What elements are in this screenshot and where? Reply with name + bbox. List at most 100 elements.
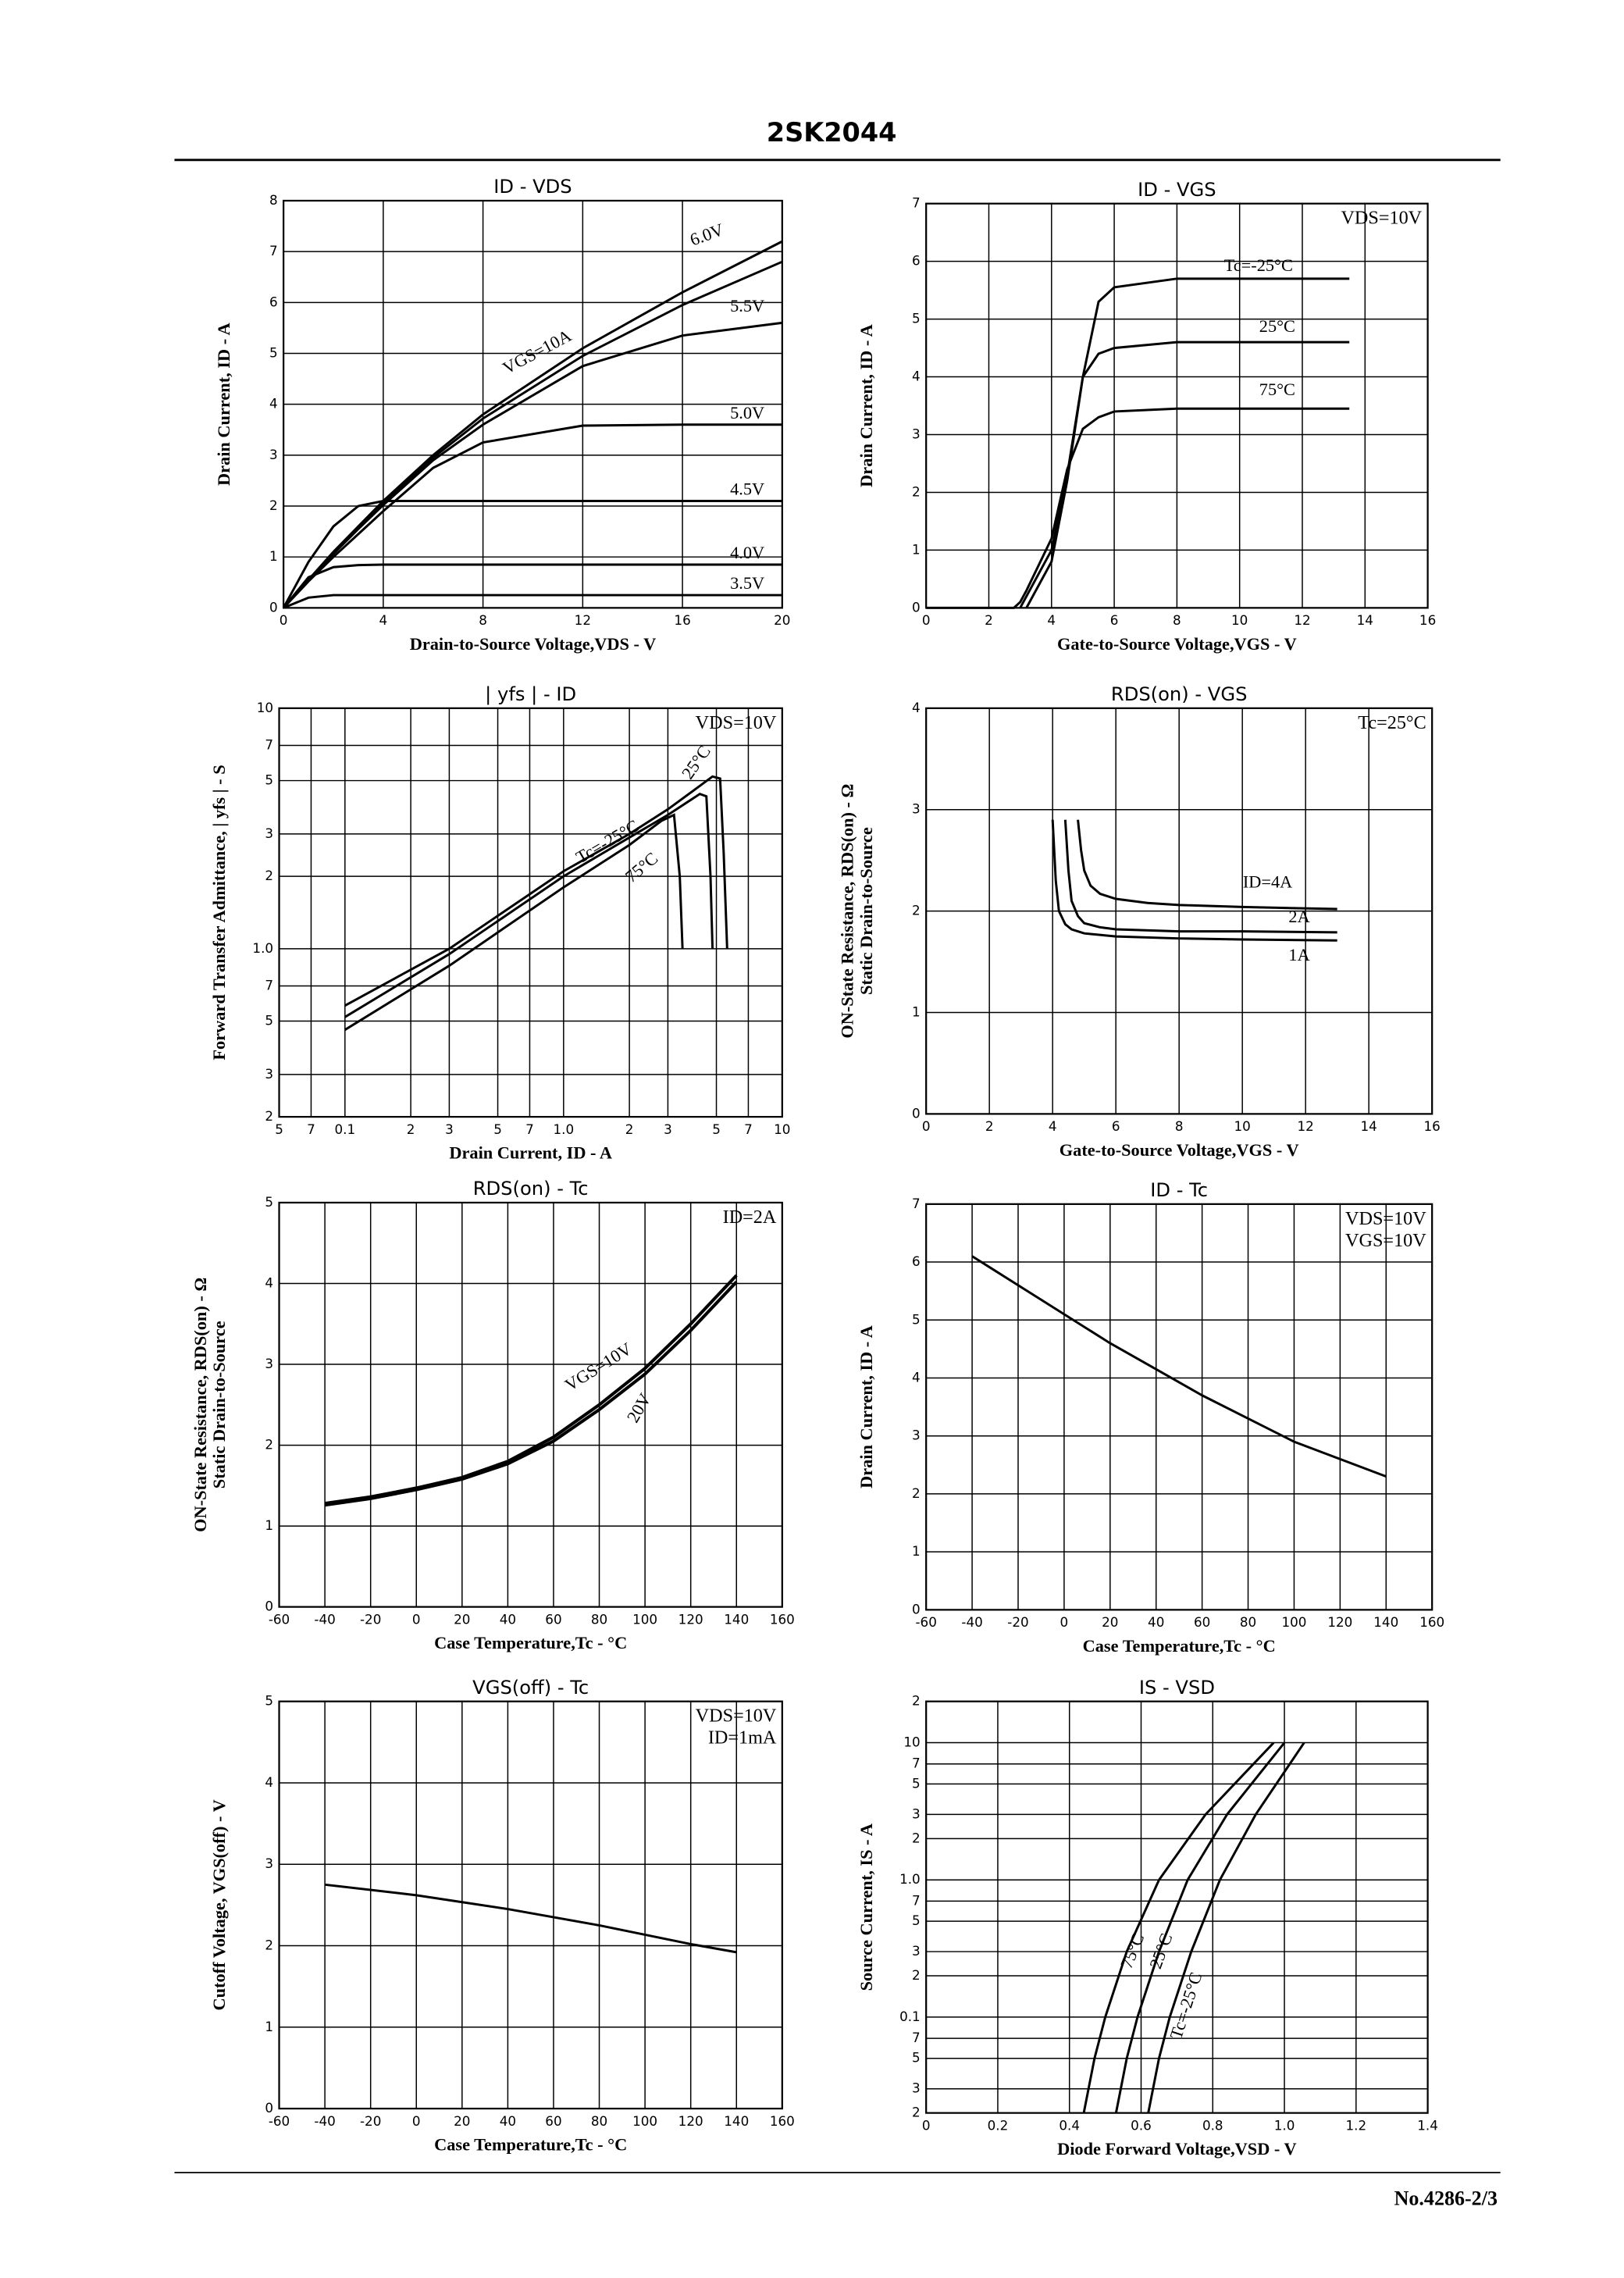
curve (282, 563, 782, 609)
curve (1114, 1741, 1286, 2113)
annotation: ID=2A (723, 1207, 777, 1228)
x-tick-label: 100 (632, 1611, 657, 1627)
curve-label: 4.5V (730, 479, 764, 499)
y-axis-label: Drain Current, ID - A (857, 324, 876, 487)
y-tick-label: 7 (265, 737, 273, 753)
x-tick-label: 140 (724, 1611, 749, 1627)
x-tick-label: 140 (1373, 1614, 1398, 1630)
y-axis-label: ON-State Resistance, RDS(on) - Ω (191, 1278, 210, 1532)
annotation: VDS=10V (1345, 1208, 1426, 1229)
x-axis-label: Case Temperature,Tc - °C (434, 2135, 627, 2155)
plot-frame (278, 1201, 783, 1608)
y-tick-label: 5 (912, 1775, 921, 1791)
x-tick-label: 10 (1234, 1118, 1251, 1134)
y-tick-label: 3 (265, 825, 273, 841)
y-tick-label: 2 (265, 868, 273, 883)
y-axis-label: Drain Current, ID - A (214, 323, 233, 486)
x-tick-label: -60 (269, 1611, 290, 1627)
x-tick-label: 1.2 (1346, 2117, 1367, 2133)
x-tick-label: 3 (664, 1121, 672, 1137)
y-tick-label: 1 (265, 1517, 273, 1533)
chart-title: ID - Tc (1150, 1179, 1208, 1201)
annotation: VGS=10V (1345, 1230, 1426, 1251)
x-tick-label: 10 (774, 1121, 790, 1137)
x-tick-label: 40 (500, 1611, 516, 1627)
x-tick-label: 160 (1419, 1614, 1444, 1630)
y-tick-label: 1.0 (899, 1871, 921, 1887)
curve-label: 5.0V (730, 403, 764, 422)
y-tick-label: 4 (269, 396, 278, 412)
annotation: VDS=10V (1341, 208, 1422, 229)
y-tick-label: 2 (269, 497, 278, 513)
curve (1077, 819, 1337, 911)
y-tick-label: 7 (269, 243, 278, 258)
x-tick-label: 6 (1110, 612, 1119, 628)
x-axis-label: Case Temperature,Tc - °C (434, 1633, 627, 1652)
x-tick-label: -20 (1007, 1614, 1028, 1630)
footer-text: No.4286-2/3 (1394, 2187, 1498, 2209)
y-axis-label: ON-State Resistance, RDS(on) - Ω (838, 784, 857, 1039)
y-tick-label: 0 (912, 1601, 921, 1617)
x-tick-label: -40 (314, 1611, 335, 1627)
x-tick-label: 40 (500, 2113, 516, 2129)
x-tick-label: 8 (1175, 1118, 1184, 1134)
x-tick-label: 60 (1194, 1614, 1210, 1630)
y-tick-label: 3 (265, 1066, 273, 1082)
curve (1063, 819, 1337, 934)
x-tick-label: 16 (1424, 1118, 1441, 1134)
x-tick-label: 3 (445, 1121, 454, 1137)
x-tick-label: 160 (770, 2113, 795, 2129)
chart-title: | yfs | - ID (485, 683, 576, 705)
x-tick-label: 4 (379, 612, 388, 628)
y-tick-label: 2 (912, 483, 921, 499)
y-axis-label: Forward Transfer Admittance, | yfs | - S (209, 765, 229, 1060)
curve-label: 2A (1288, 907, 1309, 926)
x-tick-label: 20 (454, 1611, 470, 1627)
y-tick-label: 5 (269, 344, 278, 360)
chart-title: ID - VGS (1138, 179, 1216, 201)
x-tick-label: 100 (1281, 1614, 1306, 1630)
x-tick-label: -60 (915, 1614, 936, 1630)
x-axis-label: Gate-to-Source Voltage,VGS - V (1060, 1140, 1299, 1160)
y-tick-label: 3 (269, 447, 278, 462)
page-title: 2SK2044 (767, 117, 897, 148)
x-tick-label: 80 (591, 1611, 607, 1627)
y-axis-label: Static Drain-to-Source (857, 827, 876, 995)
plot-frame (278, 1700, 783, 2110)
y-tick-label: 7 (912, 2030, 921, 2045)
y-tick-label: 2 (912, 2105, 921, 2120)
y-tick-label: 5 (265, 1194, 273, 1210)
x-tick-label: 0.2 (988, 2117, 1009, 2133)
x-tick-label: 16 (674, 612, 690, 628)
x-tick-label: 14 (1361, 1118, 1377, 1134)
chart-title: RDS(on) - Tc (473, 1178, 589, 1200)
y-tick-label: 6 (912, 1253, 921, 1269)
x-tick-label: 5 (275, 1121, 283, 1137)
plot-frame (283, 199, 783, 609)
x-axis-label: Diode Forward Voltage,VSD - V (1057, 2139, 1297, 2159)
curve (1147, 1741, 1305, 2113)
x-tick-label: 0.1 (335, 1121, 356, 1137)
y-tick-label: 5 (912, 1913, 921, 1928)
y-tick-label: 2 (912, 1485, 921, 1501)
x-tick-label: 40 (1148, 1614, 1164, 1630)
x-tick-label: 60 (545, 1611, 561, 1627)
y-tick-label: 0.1 (899, 2009, 921, 2024)
curve (1019, 340, 1350, 609)
y-tick-label: 0 (269, 599, 278, 615)
y-tick-label: 6 (912, 253, 921, 269)
annotation: VDS=10V (696, 712, 777, 733)
y-tick-label: 1 (265, 2019, 273, 2034)
y-tick-label: 0 (265, 2100, 273, 2116)
x-tick-label: 0.8 (1202, 2117, 1223, 2133)
curve-label: ID=4A (1243, 872, 1292, 892)
plot-frame (925, 707, 1433, 1115)
y-tick-label: 5 (912, 311, 921, 326)
curve (344, 813, 684, 1031)
x-axis-label: Case Temperature,Tc - °C (1083, 1636, 1276, 1656)
curve (324, 1883, 737, 1954)
x-tick-label: 5 (712, 1121, 721, 1137)
x-axis-label: Gate-to-Source Voltage,VGS - V (1057, 634, 1297, 654)
x-tick-label: 7 (525, 1121, 534, 1137)
